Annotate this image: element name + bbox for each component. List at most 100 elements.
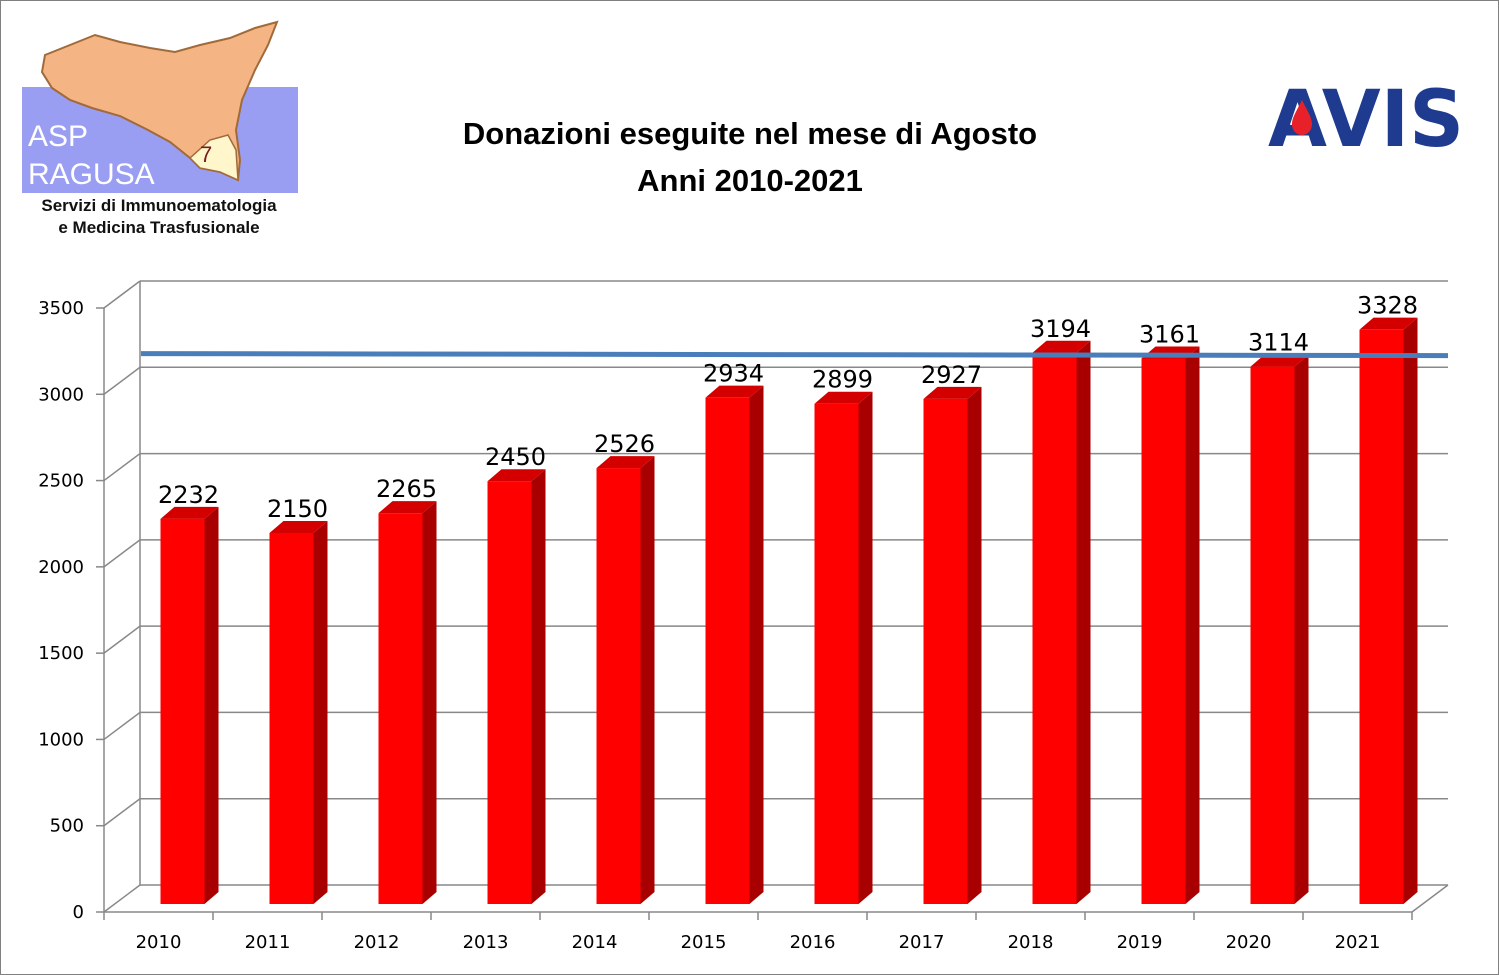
- logo-ragusa-label: RAGUSA: [28, 158, 155, 191]
- data-label: 2232: [158, 481, 219, 509]
- chart-title: Donazioni eseguite nel mese di Agosto: [463, 116, 1037, 151]
- gridline-depth: [103, 798, 141, 827]
- bar-side: [1076, 340, 1091, 904]
- gridline-depth: [103, 539, 141, 568]
- bar-front: [814, 403, 859, 904]
- data-label: 2934: [703, 360, 764, 388]
- bar-top: [160, 506, 219, 519]
- data-label: 3114: [1248, 329, 1309, 357]
- gridline-depth: [103, 452, 141, 482]
- x-tick-label: 2018: [1008, 932, 1054, 953]
- x-tick-label: 2014: [572, 932, 618, 953]
- data-label: 3328: [1357, 292, 1418, 320]
- y-tick-label: 0: [73, 902, 84, 923]
- y-tick-label: 2000: [38, 557, 84, 578]
- data-label: 3194: [1030, 315, 1091, 343]
- x-tick-label: 2011: [245, 932, 291, 953]
- bars: [160, 317, 1418, 905]
- data-label: 2450: [485, 443, 546, 471]
- bar-front: [596, 468, 641, 904]
- x-tick-label: 2020: [1226, 932, 1272, 953]
- bar-top: [269, 520, 328, 533]
- bar: [923, 386, 982, 904]
- bar-top: [487, 469, 546, 482]
- bar-top: [1359, 317, 1418, 330]
- floor-depth-edge: [1411, 884, 1449, 913]
- reference-line-group: [140, 351, 1449, 359]
- bar: [814, 391, 873, 904]
- bar-side: [1185, 346, 1200, 904]
- asp-ragusa-logo: 7 ASP RAGUSA Servizi di Immunoematologia…: [22, 20, 298, 237]
- bar: [269, 520, 328, 904]
- x-tick-label: 2015: [681, 932, 727, 953]
- logo-asp-label: ASP: [28, 120, 88, 153]
- bar-top: [378, 501, 437, 514]
- data-label: 2927: [921, 361, 982, 389]
- bar: [378, 501, 437, 904]
- bar-side: [1403, 317, 1418, 905]
- x-tick-label: 2017: [899, 932, 945, 953]
- bar: [1250, 354, 1309, 905]
- bar-side: [967, 386, 982, 904]
- bar-front: [1141, 358, 1186, 904]
- bar-top: [923, 386, 982, 399]
- bar-front: [1032, 352, 1077, 904]
- logo-province-number: 7: [200, 142, 212, 167]
- bar-side: [1294, 354, 1309, 905]
- gridline-depth: [103, 711, 141, 741]
- data-label: 3161: [1139, 321, 1200, 349]
- axes: 0 500 1000 1500 2000 2500 3000 3500 2010 2011 2012…: [38, 281, 1449, 953]
- bar-front: [923, 398, 968, 904]
- bar-side: [640, 456, 655, 904]
- logo-caption-line1: Servizi di Immunoematologia: [41, 196, 277, 215]
- y-tick-label: 1000: [38, 729, 84, 750]
- bar: [160, 506, 219, 904]
- bar-top: [1032, 340, 1091, 353]
- gridline-depth: [103, 625, 141, 654]
- bar-front: [378, 513, 423, 904]
- bar: [1359, 317, 1418, 905]
- y-tick-label: 2500: [38, 471, 84, 492]
- bar-side: [749, 385, 764, 904]
- bar-front: [705, 397, 750, 904]
- bar-top: [705, 385, 764, 398]
- y-tick-label: 500: [50, 816, 84, 837]
- avis-logo: AVIS: [1268, 75, 1464, 165]
- data-label: 2899: [812, 366, 873, 394]
- data-label: 2265: [376, 475, 437, 503]
- x-tick-label: 2021: [1335, 932, 1381, 953]
- x-tick-label: 2019: [1117, 932, 1163, 953]
- bar-side: [204, 506, 219, 904]
- bar: [596, 456, 655, 904]
- blood-drop-icon: [1292, 100, 1312, 135]
- bar-top: [814, 391, 873, 404]
- y-tick-label: 3500: [38, 298, 84, 319]
- bar-front: [1250, 366, 1295, 905]
- bar-top: [596, 456, 655, 469]
- bar-side: [531, 469, 546, 904]
- bar-side: [313, 520, 328, 904]
- bar-front: [160, 518, 205, 904]
- gridline-depth: [103, 366, 141, 395]
- bar-front: [1359, 329, 1404, 905]
- bar: [1141, 346, 1200, 904]
- reference-line: [140, 351, 1449, 359]
- bar-front: [487, 481, 532, 904]
- logo-caption-line2: e Medicina Trasfusionale: [58, 218, 259, 237]
- gridline-depth: [103, 884, 141, 913]
- bar-side: [422, 501, 437, 904]
- data-label: 2150: [267, 495, 328, 523]
- bar: [1032, 340, 1091, 904]
- x-tick-label: 2013: [463, 932, 509, 953]
- bar-side: [858, 391, 873, 904]
- x-tick-label: 2016: [790, 932, 836, 953]
- y-tick-label: 3000: [38, 384, 84, 405]
- data-labels: 2232 2150 2265 2450 2526 2934 2899 2927 3194 3161…: [158, 292, 1418, 523]
- ragusa-province-icon: [188, 134, 239, 182]
- x-tick-label: 2012: [354, 932, 400, 953]
- x-tick-label: 2010: [136, 932, 182, 953]
- bar: [705, 385, 764, 904]
- data-label: 2526: [594, 430, 655, 458]
- y-tick-label: 1500: [38, 643, 84, 664]
